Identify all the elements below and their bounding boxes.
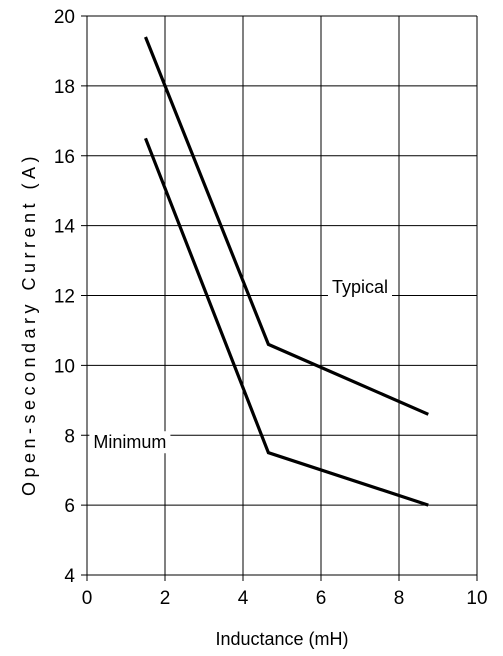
series-line-minimum (144, 137, 429, 507)
series-lines (144, 36, 429, 507)
annotation-minimum: Minimum (89, 431, 171, 454)
x-tick-label: 0 (82, 588, 93, 609)
y-tick-labels: 4 6 8 10 12 14 16 18 20 (54, 7, 76, 587)
annotation-typical: Typical (327, 275, 393, 298)
x-tick-label: 10 (466, 588, 487, 609)
y-axis-label: Open-secondary Current (A) (19, 152, 39, 496)
y-tick-label: 16 (54, 147, 75, 168)
x-axis-label: Inductance (mH) (215, 629, 348, 649)
y-tick-label: 8 (64, 426, 75, 447)
annotation-label: Minimum (93, 432, 166, 452)
annotation-label: Typical (332, 277, 388, 297)
y-tick-label: 14 (54, 217, 76, 238)
x-tick-label: 2 (160, 588, 171, 609)
y-tick-label: 12 (54, 287, 75, 308)
annotation-bg (327, 275, 393, 298)
series-annotations: Typical Minimum (89, 275, 393, 454)
grid (81, 15, 478, 581)
x-tick-label: 4 (238, 588, 249, 609)
annotation-bg (89, 431, 171, 454)
x-tick-labels: 0 2 4 6 8 10 (82, 588, 488, 609)
series-line-typical (144, 36, 429, 416)
x-tick-label: 8 (394, 588, 405, 609)
x-tick-label: 6 (316, 588, 327, 609)
y-tick-label: 10 (54, 356, 75, 377)
y-tick-label: 4 (64, 566, 75, 587)
y-tick-label: 6 (64, 496, 75, 517)
y-tick-label: 18 (54, 77, 75, 98)
y-tick-label: 20 (54, 7, 75, 28)
